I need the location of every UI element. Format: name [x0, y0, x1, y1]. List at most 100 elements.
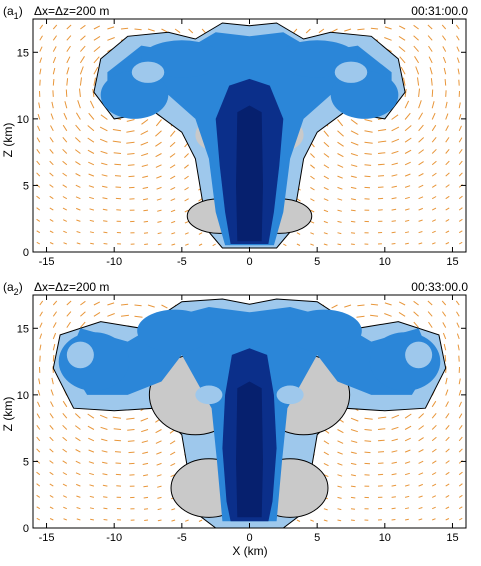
- wind-vector: [404, 125, 412, 132]
- wind-vector: [337, 496, 342, 499]
- wind-vector: [127, 429, 135, 431]
- wind-vector: [445, 494, 450, 498]
- wind-vector: [323, 164, 330, 169]
- wind-vector: [384, 26, 392, 30]
- wind-vector: [323, 153, 330, 158]
- wind-vector: [37, 113, 41, 120]
- wind-vector: [101, 438, 108, 442]
- wind-vector: [36, 218, 41, 222]
- wind-vector: [442, 322, 447, 328]
- wind-vector: [140, 417, 149, 422]
- wind-vector: [89, 208, 95, 211]
- wind-vector: [50, 113, 54, 120]
- wind-vector: [391, 426, 399, 430]
- wind-vector: [431, 219, 437, 222]
- wind-vector: [337, 451, 343, 455]
- wind-vector: [456, 46, 460, 52]
- wind-vector: [350, 119, 358, 125]
- panel-1-resolution: Δx=Δz=200 m: [34, 4, 109, 18]
- panel-2-y-axis: 0 5 10 15: [17, 323, 466, 535]
- wind-vector: [432, 242, 436, 245]
- wind-vector: [114, 439, 122, 442]
- wind-vector: [443, 343, 447, 351]
- wind-vector: [458, 137, 463, 143]
- wind-vector: [89, 100, 95, 109]
- wind-vector: [79, 56, 85, 64]
- wind-vector: [444, 355, 447, 362]
- wind-vector: [458, 425, 463, 430]
- wind-vector: [36, 471, 41, 476]
- wind-vector: [126, 130, 135, 133]
- wind-vector: [404, 242, 409, 245]
- wind-vector: [455, 300, 460, 306]
- wind-vector: [344, 28, 352, 32]
- wind-vector: [404, 112, 411, 120]
- wind-vector: [413, 35, 419, 41]
- wind-vector: [432, 230, 436, 234]
- updraft-core: [236, 381, 263, 518]
- wind-vector: [323, 141, 330, 148]
- wind-vector: [147, 304, 155, 308]
- wind-vector: [80, 24, 86, 30]
- wind-vector: [441, 24, 447, 30]
- wind-vector: [441, 300, 447, 306]
- wind-vector: [445, 137, 450, 143]
- wind-vector: [350, 153, 358, 157]
- cloud-lobe: [330, 70, 399, 119]
- wind-vector: [39, 311, 43, 317]
- wind-vector: [391, 174, 398, 177]
- wind-vector: [377, 451, 385, 453]
- wind-vector: [458, 401, 462, 408]
- wind-vector: [183, 164, 189, 169]
- x-tick-label: -10: [106, 256, 122, 268]
- wind-vector: [323, 440, 330, 445]
- wind-vector: [52, 67, 56, 75]
- wind-vector: [39, 300, 44, 306]
- wind-vector: [445, 448, 450, 453]
- y-tick-label: 10: [17, 390, 29, 402]
- wind-vector: [418, 207, 423, 211]
- wind-vector: [418, 507, 423, 510]
- wind-vector: [337, 243, 342, 246]
- wind-vector: [458, 125, 462, 132]
- wind-vector: [101, 461, 108, 464]
- wind-vector: [102, 484, 108, 487]
- wind-vector: [337, 232, 342, 235]
- wind-vector: [156, 186, 162, 190]
- wind-vector: [377, 175, 385, 177]
- wind-vector: [36, 448, 41, 453]
- wind-vector: [127, 164, 135, 166]
- wind-vector: [49, 148, 54, 154]
- wind-vector: [350, 232, 356, 234]
- wind-vector: [171, 220, 176, 224]
- wind-vector: [458, 172, 463, 177]
- wind-vector: [350, 209, 356, 212]
- panel-2-resolution: Δx=Δz=200 m: [34, 280, 109, 294]
- wind-vector: [112, 140, 122, 143]
- wind-vector: [350, 243, 355, 245]
- wind-vector: [63, 518, 67, 521]
- wind-vector: [66, 67, 70, 75]
- wind-vector: [377, 152, 386, 154]
- wind-vector: [93, 77, 96, 86]
- wind-vector: [337, 440, 344, 444]
- wind-vector: [113, 152, 122, 154]
- wind-vector: [418, 518, 423, 521]
- wind-vector: [350, 186, 357, 189]
- wind-vector: [155, 153, 162, 158]
- wind-vector: [157, 508, 162, 511]
- wind-vector: [36, 160, 41, 166]
- wind-vector: [169, 164, 176, 169]
- wind-vector: [156, 175, 162, 179]
- wind-vector: [431, 400, 437, 408]
- wind-vector: [337, 153, 344, 158]
- wind-vector: [404, 208, 410, 211]
- wind-vector: [391, 114, 399, 120]
- wind-vector: [350, 440, 358, 443]
- wind-vector: [445, 207, 450, 211]
- wind-vector: [404, 88, 407, 97]
- wind-vector: [364, 130, 373, 133]
- y-tick-label: 15: [17, 323, 29, 335]
- wind-vector: [52, 46, 57, 52]
